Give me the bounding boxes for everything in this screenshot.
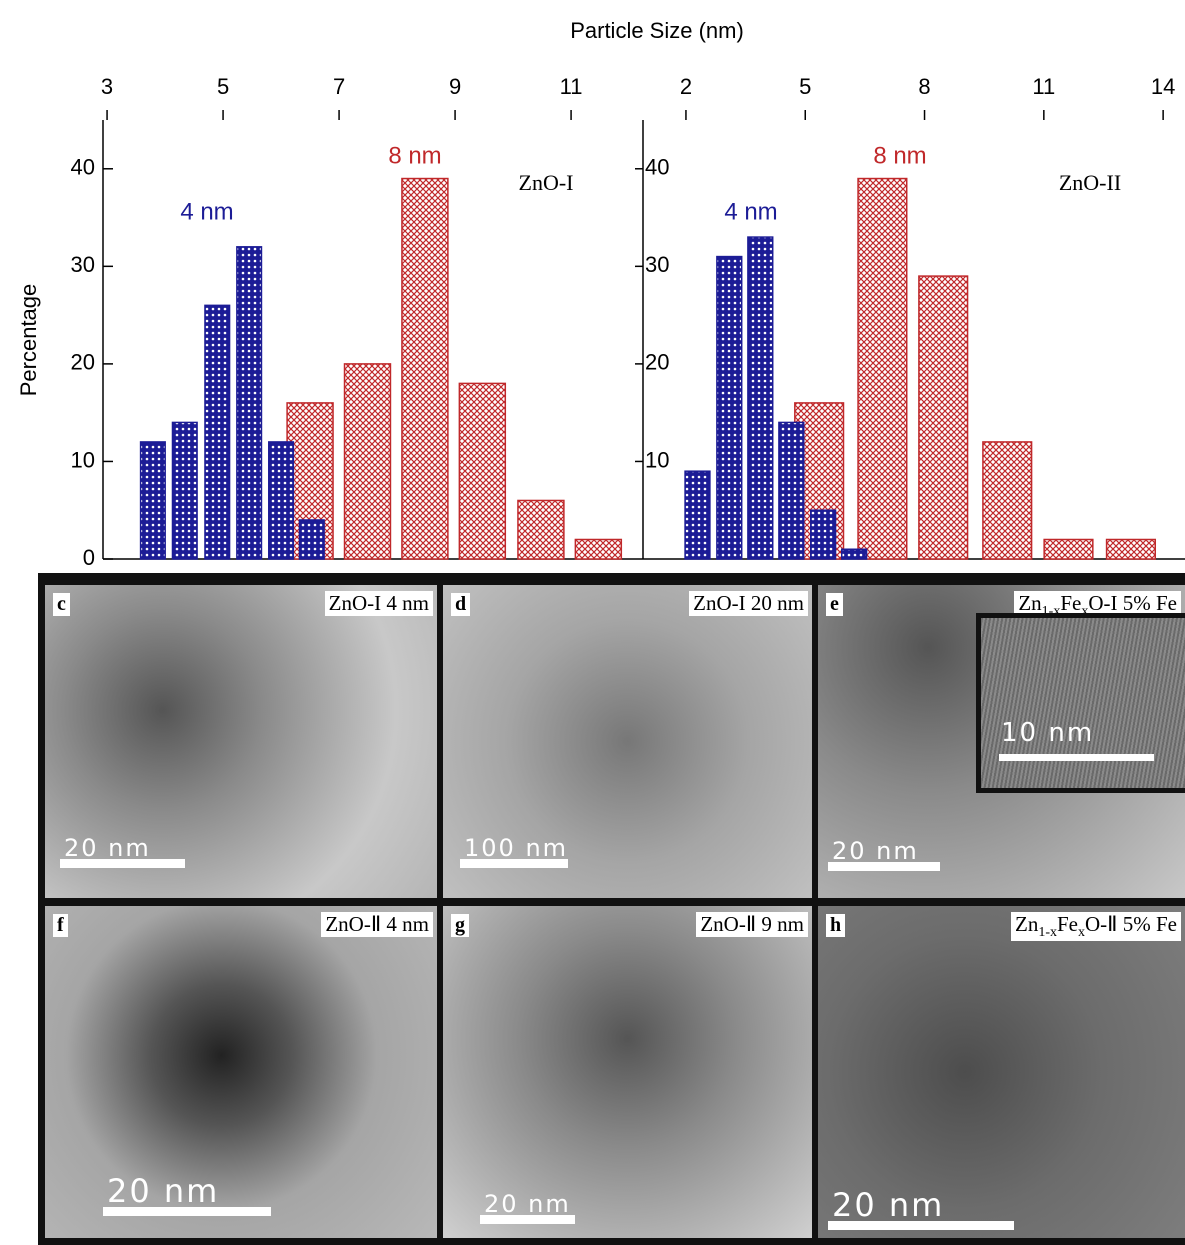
x-tick-label: 5 bbox=[799, 74, 811, 99]
caption-part: O-I 5% Fe bbox=[1088, 591, 1177, 615]
x-tick-label: 14 bbox=[1151, 74, 1175, 99]
y-tick-label: 40 bbox=[71, 155, 95, 180]
panel-caption: ZnO-Ⅱ 4 nm bbox=[321, 912, 433, 937]
panel-letter: f bbox=[53, 914, 68, 937]
scale-bar bbox=[60, 859, 185, 868]
bar bbox=[778, 421, 805, 560]
panel-letter: g bbox=[451, 914, 469, 937]
panel-letter: e bbox=[826, 593, 843, 616]
y-tick-label: 10 bbox=[71, 447, 95, 472]
tem-image: e Zn1-xFexO-I 5% Fe 20 nm 10 nm bbox=[818, 585, 1185, 898]
annotation: ZnO-II bbox=[1059, 170, 1121, 195]
annotation: ZnO-I bbox=[519, 170, 574, 195]
y-tick-label: 30 bbox=[645, 252, 669, 277]
bar bbox=[1105, 538, 1157, 560]
panel-caption: Zn1-xFexO-Ⅱ 5% Fe bbox=[1011, 912, 1181, 942]
bar bbox=[401, 177, 449, 560]
scale-bar-label: 100 nm bbox=[464, 834, 569, 862]
scale-bar-label: 20 nm bbox=[107, 1172, 220, 1210]
scale-bar bbox=[828, 1221, 1014, 1230]
bar bbox=[1043, 538, 1094, 560]
bar bbox=[574, 538, 623, 560]
caption-part: O-Ⅱ 5% Fe bbox=[1085, 912, 1177, 936]
scale-bar-label: 20 nm bbox=[832, 837, 919, 865]
x-tick-label: 11 bbox=[560, 74, 583, 99]
caption-part: Fe bbox=[1060, 591, 1082, 615]
x-tick-label: 2 bbox=[680, 74, 692, 99]
tem-image: g ZnO-Ⅱ 9 nm 20 nm bbox=[443, 906, 812, 1238]
panel-letter: h bbox=[826, 914, 846, 937]
panel-letter: d bbox=[451, 593, 471, 616]
y-tick-label: 40 bbox=[645, 155, 669, 180]
y-tick-label: 20 bbox=[645, 350, 669, 375]
bar bbox=[343, 363, 392, 560]
inset-scale-bar bbox=[999, 754, 1154, 761]
x-axis-title: Particle Size (nm) bbox=[570, 18, 744, 43]
x-tick-label: 3 bbox=[101, 74, 113, 99]
caption-part: ZnO-Ⅱ 9 nm bbox=[700, 912, 804, 936]
bar bbox=[809, 509, 837, 560]
scale-bar-label: 20 nm bbox=[832, 1186, 945, 1224]
panel-letter: c bbox=[53, 593, 70, 616]
scale-bar bbox=[828, 862, 940, 871]
scale-bar-label: 20 nm bbox=[484, 1190, 571, 1218]
bar bbox=[458, 382, 507, 560]
y-tick-label: 10 bbox=[645, 447, 669, 472]
panel-caption: ZnO-Ⅱ 9 nm bbox=[696, 912, 808, 937]
annotation: 4 nm bbox=[180, 198, 233, 225]
y-axis-title: Percentage bbox=[16, 284, 41, 397]
annotation: 4 nm bbox=[724, 198, 777, 225]
caption-part: Zn bbox=[1018, 591, 1042, 615]
caption-part: Fe bbox=[1057, 912, 1078, 936]
caption-part: x bbox=[1078, 925, 1085, 941]
panel-caption: ZnO-I 20 nm bbox=[689, 591, 808, 616]
caption-part: 1-x bbox=[1038, 925, 1057, 941]
bar bbox=[139, 441, 166, 560]
bar bbox=[982, 441, 1033, 560]
y-tick-label: 20 bbox=[71, 350, 95, 375]
caption-part: Zn bbox=[1015, 912, 1039, 936]
y-tick-label: 0 bbox=[83, 545, 95, 570]
bar bbox=[747, 236, 774, 560]
y-tick-label: 30 bbox=[71, 252, 95, 277]
bar bbox=[857, 177, 908, 560]
x-tick-label: 7 bbox=[333, 74, 345, 99]
bar bbox=[918, 275, 969, 560]
tem-image: h Zn1-xFexO-Ⅱ 5% Fe 20 nm bbox=[818, 906, 1185, 1238]
x-tick-label: 8 bbox=[918, 74, 930, 99]
x-tick-label: 5 bbox=[217, 74, 229, 99]
tem-image: f ZnO-Ⅱ 4 nm 20 nm bbox=[45, 906, 437, 1238]
tem-image: d ZnO-I 20 nm 100 nm bbox=[443, 585, 812, 898]
bar bbox=[684, 470, 711, 560]
scale-bar bbox=[480, 1215, 575, 1224]
tem-image: c ZnO-I 4 nm 20 nm bbox=[45, 585, 437, 898]
bar bbox=[840, 548, 868, 560]
bar bbox=[298, 519, 325, 560]
bar bbox=[268, 441, 295, 560]
caption-part: ZnO-Ⅱ 4 nm bbox=[325, 912, 429, 936]
inset-image: 10 nm bbox=[976, 613, 1185, 793]
chart: Particle Size (nm) Percentage 3 5 7 9 11 0 10 2… bbox=[16, 18, 1185, 570]
scale-bar bbox=[103, 1207, 271, 1216]
scale-bar bbox=[460, 859, 568, 868]
annotation: 8 nm bbox=[388, 142, 441, 169]
x-tick-label: 11 bbox=[1032, 74, 1055, 99]
bar bbox=[236, 246, 263, 560]
annotation: 8 nm bbox=[873, 142, 926, 169]
bar bbox=[716, 255, 743, 560]
caption-part: x bbox=[1081, 604, 1089, 620]
panel-caption: ZnO-I 4 nm bbox=[324, 591, 433, 616]
bar bbox=[171, 421, 198, 560]
inset-scale-bar-label: 10 nm bbox=[1001, 718, 1095, 748]
caption-part: ZnO-I 20 nm bbox=[693, 591, 804, 615]
scale-bar-label: 20 nm bbox=[64, 834, 151, 862]
x-tick-label: 9 bbox=[449, 74, 461, 99]
bar bbox=[204, 304, 231, 560]
bar bbox=[517, 499, 565, 560]
caption-part: ZnO-I 4 nm bbox=[328, 591, 429, 615]
